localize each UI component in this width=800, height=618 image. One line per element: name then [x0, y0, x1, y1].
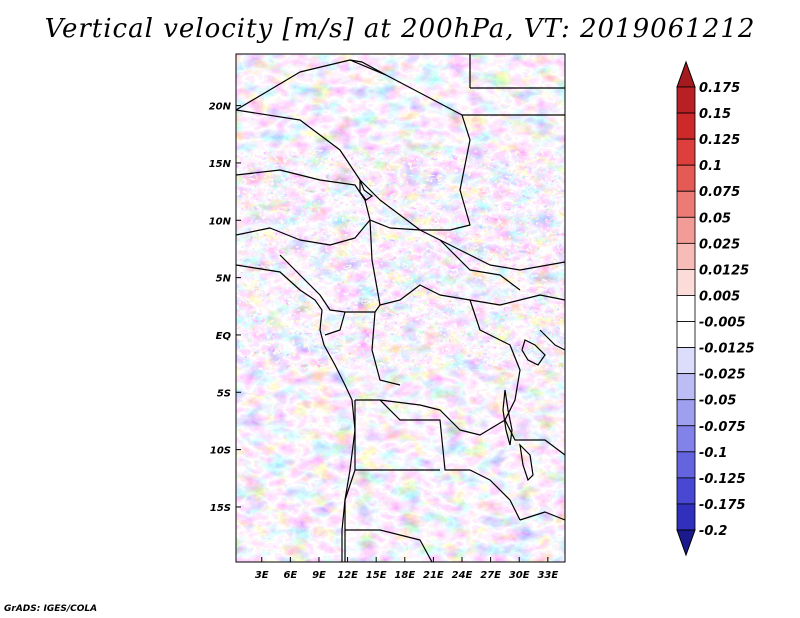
colorbar-swatch: [676, 347, 696, 375]
colorbar-swatch: [676, 425, 696, 453]
lon-tick-label: 9E: [312, 570, 326, 581]
lat-tick-label: 5N: [216, 274, 232, 285]
colorbar: 0.175 0.15 0.125 0.1 0.075 0.05 0.025 0.0125 0.0…: [676, 60, 755, 557]
colorbar-level-label: -0.025: [699, 368, 746, 383]
country-boundaries: [236, 54, 565, 562]
colorbar-level-label: 0.005: [699, 289, 740, 304]
colorbar-level-label: -0.1: [699, 446, 727, 461]
colorbar-swatch: [676, 86, 696, 114]
colorbar-level-label: -0.075: [699, 420, 746, 435]
colorbar-swatch: [676, 269, 696, 296]
colorbar-max-triangle: [676, 60, 696, 88]
colorbar-swatch: [676, 503, 696, 531]
lat-tick-label: 10N: [209, 216, 232, 227]
colorbar-level-label: -0.2: [699, 524, 727, 539]
colorbar-level-label: -0.05: [699, 394, 736, 409]
colorbar-level-label: 0.075: [699, 185, 740, 200]
colorbar-swatch: [676, 373, 696, 401]
colorbar-level-label: 0.1: [699, 159, 722, 174]
colorbar-swatch: [676, 190, 696, 218]
colorbar-swatch: [676, 242, 696, 270]
lat-tick-label: 5S: [217, 388, 231, 399]
colorbar-swatch: [676, 477, 696, 505]
colorbar-level-label: 0.025: [699, 237, 740, 252]
lon-tick-label: 21E: [423, 570, 444, 581]
grads-credit: GrADS: IGES/COLA: [4, 604, 98, 614]
colorbar-swatch: [676, 295, 696, 322]
lat-tick-label: 15S: [210, 503, 231, 514]
colorbar-level-label: 0.05: [699, 211, 731, 226]
coastline: [236, 264, 356, 562]
colorbar-level-label: 0.15: [699, 107, 731, 122]
lon-tick-label: 12E: [337, 570, 358, 581]
colorbar-level-label: -0.005: [699, 316, 746, 331]
colorbar-swatch: [676, 112, 696, 140]
colorbar-level-label: 0.175: [699, 81, 740, 96]
colorbar-swatch: [676, 451, 696, 479]
colorbar-swatch: [676, 399, 696, 427]
lon-tick-label: 3E: [255, 570, 269, 581]
colorbar-swatch: [676, 138, 696, 166]
map-title: Vertical velocity [m/s] at 200hPa, VT: 2…: [44, 14, 756, 44]
lat-tick-label: 10S: [210, 446, 231, 457]
lon-tick-label: 18E: [394, 570, 415, 581]
lat-tick-label: 15N: [209, 159, 232, 170]
lon-tick-label: 30E: [509, 570, 530, 581]
colorbar-level-label: -0.175: [699, 498, 746, 513]
colorbar-level-label: -0.0125: [699, 342, 755, 357]
velocity-field: [236, 54, 565, 562]
colorbar-swatch: [676, 164, 696, 192]
lat-tick-label: 20N: [209, 102, 232, 113]
longitude-axis: 3E 6E 9E 12E 15E 18E 21E 24E 27E 30E 33E: [255, 557, 558, 581]
colorbar-swatch: [676, 321, 696, 348]
lat-tick-label: EQ: [216, 331, 232, 342]
lon-tick-label: 27E: [480, 570, 501, 581]
colorbar-level-label: 0.125: [699, 133, 740, 148]
colorbar-swatch: [676, 216, 696, 244]
colorbar-level-label: -0.125: [699, 472, 746, 487]
lakes: [359, 179, 546, 482]
lon-tick-label: 15E: [366, 570, 387, 581]
lon-tick-label: 33E: [537, 570, 558, 581]
colorbar-level-label: 0.0125: [699, 263, 749, 278]
colorbar-min-triangle: [676, 529, 696, 557]
lon-tick-label: 24E: [452, 570, 473, 581]
latitude-axis: 20N 15N 10N 5N EQ 5S 10S 15S: [209, 102, 241, 514]
lon-tick-label: 6E: [283, 570, 297, 581]
map-frame: [235, 53, 566, 563]
